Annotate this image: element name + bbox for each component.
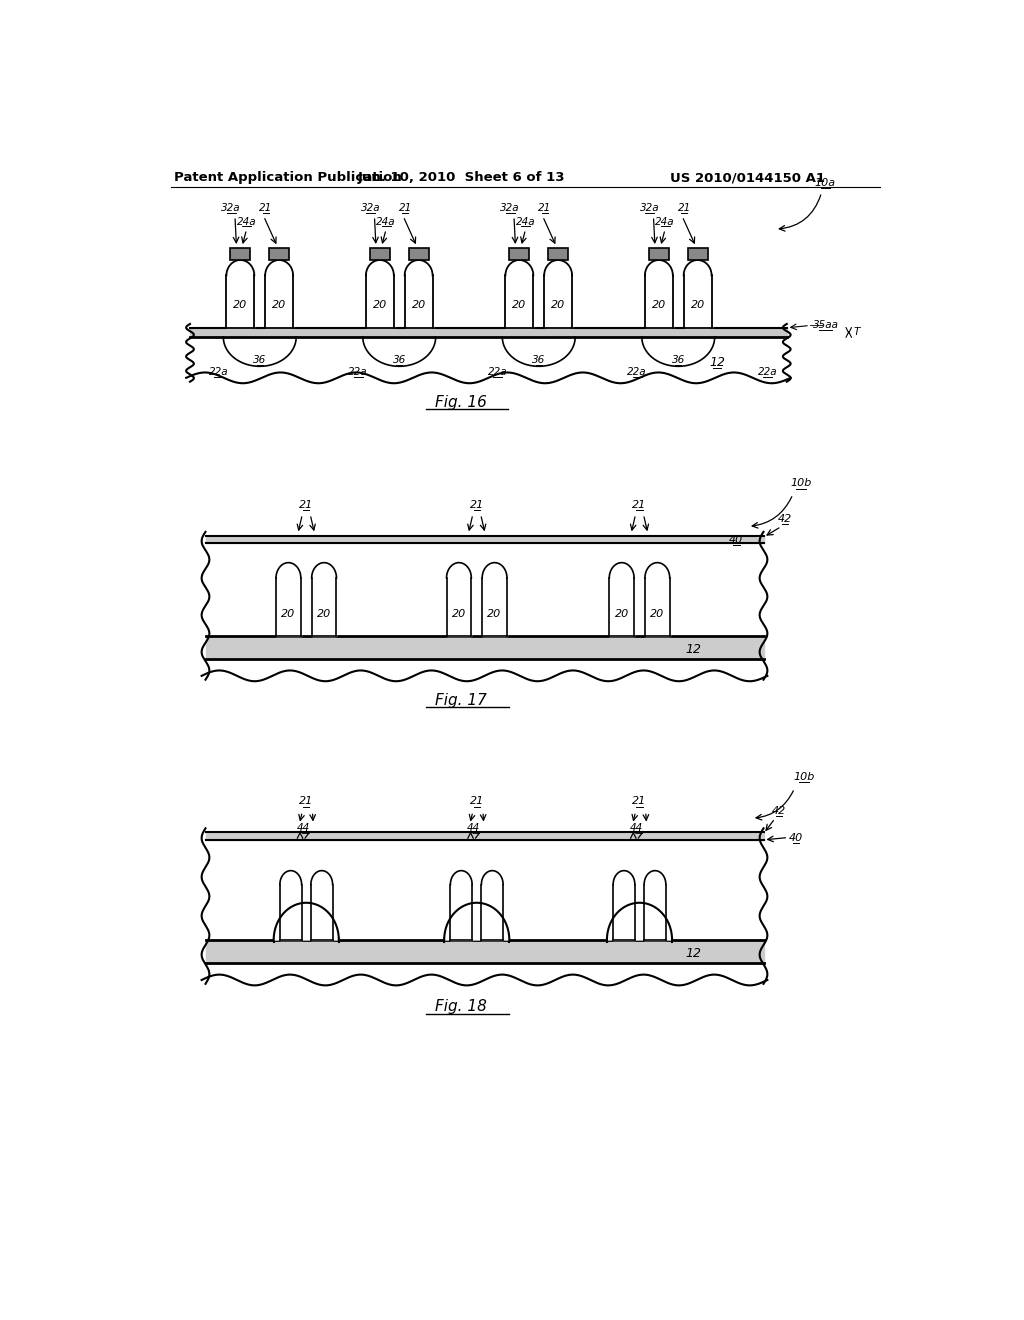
Text: 32a: 32a xyxy=(640,203,659,214)
Text: 42: 42 xyxy=(772,805,786,816)
Text: 44: 44 xyxy=(297,822,310,833)
Text: 20: 20 xyxy=(648,915,663,925)
Text: 20: 20 xyxy=(454,915,468,925)
Bar xyxy=(230,248,251,260)
Text: 36: 36 xyxy=(392,355,406,366)
Text: 20: 20 xyxy=(233,300,248,310)
Text: 20: 20 xyxy=(452,610,466,619)
Text: 21: 21 xyxy=(259,203,272,214)
Text: 36: 36 xyxy=(672,355,685,366)
Text: 12: 12 xyxy=(686,948,701,961)
Text: 21: 21 xyxy=(633,796,646,807)
Text: US 2010/0144150 A1: US 2010/0144150 A1 xyxy=(671,172,825,185)
Bar xyxy=(649,248,669,260)
Text: 32a: 32a xyxy=(501,203,520,214)
Text: 24a: 24a xyxy=(655,216,675,227)
Text: 22a: 22a xyxy=(209,367,228,378)
Text: 36: 36 xyxy=(532,355,546,366)
Text: 22a: 22a xyxy=(487,367,508,378)
Text: 35aa: 35aa xyxy=(812,321,839,330)
Text: 12: 12 xyxy=(709,356,725,370)
Text: 20: 20 xyxy=(616,915,631,925)
Text: Fig. 18: Fig. 18 xyxy=(435,999,487,1015)
Text: 21: 21 xyxy=(678,203,691,214)
Text: 20: 20 xyxy=(690,300,705,310)
Polygon shape xyxy=(444,903,509,940)
Text: 32a: 32a xyxy=(221,203,241,214)
Bar xyxy=(509,248,529,260)
Text: 24a: 24a xyxy=(516,216,536,227)
Text: 20: 20 xyxy=(412,300,426,310)
Text: 44: 44 xyxy=(467,822,480,833)
Text: 20: 20 xyxy=(284,915,298,925)
Text: 40: 40 xyxy=(729,535,743,545)
Text: 20: 20 xyxy=(650,610,665,619)
Text: 42: 42 xyxy=(778,513,793,524)
Text: Fig. 16: Fig. 16 xyxy=(435,395,487,411)
Text: 22a: 22a xyxy=(758,367,777,378)
Text: 20: 20 xyxy=(512,300,526,310)
Text: 20: 20 xyxy=(485,915,500,925)
Text: 20: 20 xyxy=(551,300,565,310)
Text: 24a: 24a xyxy=(376,216,396,227)
Text: 20: 20 xyxy=(314,915,329,925)
Text: 21: 21 xyxy=(633,500,646,510)
Text: 20: 20 xyxy=(272,300,287,310)
Bar xyxy=(269,248,289,260)
Text: 21: 21 xyxy=(470,500,484,510)
Text: Patent Application Publication: Patent Application Publication xyxy=(174,172,402,185)
Text: 22a: 22a xyxy=(348,367,368,378)
Text: 20: 20 xyxy=(282,610,296,619)
Text: 36: 36 xyxy=(253,355,266,366)
Text: Fig. 17: Fig. 17 xyxy=(435,693,487,708)
Text: 20: 20 xyxy=(487,610,502,619)
Text: 32a: 32a xyxy=(360,203,380,214)
Text: Jun. 10, 2010  Sheet 6 of 13: Jun. 10, 2010 Sheet 6 of 13 xyxy=(357,172,565,185)
Text: T: T xyxy=(853,327,860,338)
Bar xyxy=(409,248,429,260)
Text: 21: 21 xyxy=(539,203,552,214)
Bar xyxy=(687,248,708,260)
Text: 21: 21 xyxy=(398,203,412,214)
Text: 21: 21 xyxy=(299,796,313,807)
Text: 10a: 10a xyxy=(815,178,836,187)
Text: 21: 21 xyxy=(299,500,313,510)
Text: 24a: 24a xyxy=(237,216,256,227)
Bar xyxy=(370,248,390,260)
Text: 10b: 10b xyxy=(794,772,814,781)
Text: 12: 12 xyxy=(686,643,701,656)
Text: 44: 44 xyxy=(630,822,643,833)
Text: 20: 20 xyxy=(373,300,387,310)
Text: 21: 21 xyxy=(470,796,484,807)
Text: 20: 20 xyxy=(317,610,331,619)
Text: 20: 20 xyxy=(614,610,629,619)
Polygon shape xyxy=(607,903,672,940)
Text: 40: 40 xyxy=(788,833,803,842)
Bar xyxy=(548,248,568,260)
Text: 22a: 22a xyxy=(628,367,647,378)
Text: 20: 20 xyxy=(651,300,666,310)
Text: 10b: 10b xyxy=(790,478,811,488)
Polygon shape xyxy=(273,903,339,940)
